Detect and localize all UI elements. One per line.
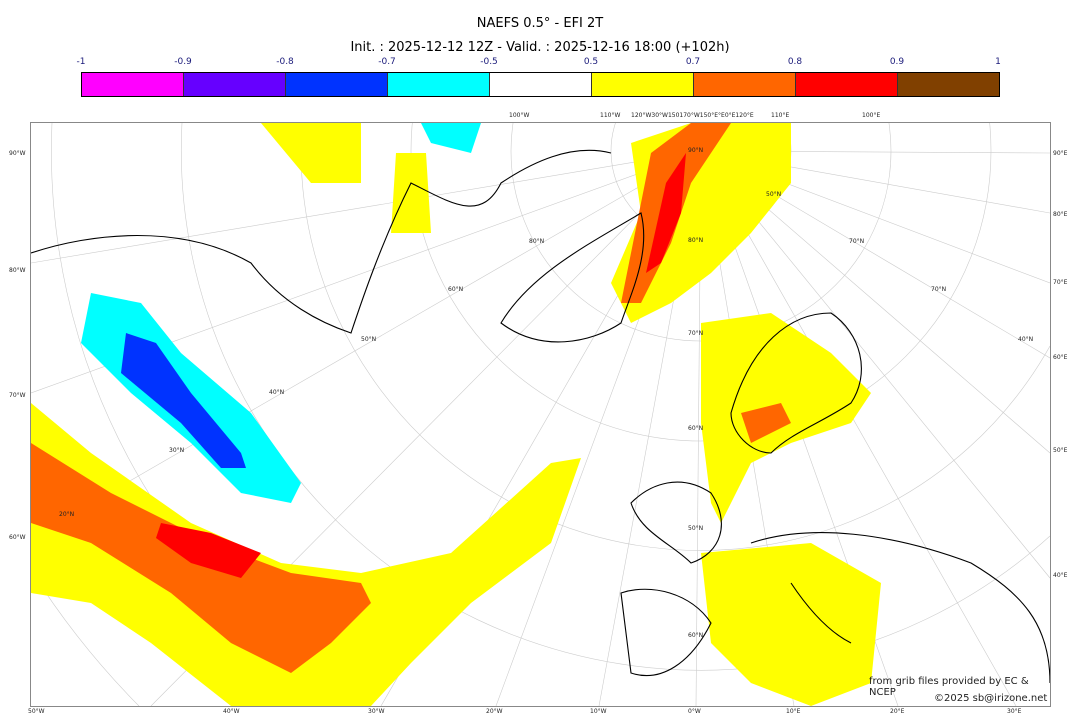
efi-fields (31, 123, 881, 706)
lat-label: 20°N (59, 511, 75, 518)
colorbar-segment (490, 73, 592, 96)
lat-label: 30°N (169, 447, 185, 454)
axis-label-bottom: 10°W (590, 708, 607, 715)
lat-label: 90°N (688, 147, 704, 154)
colorbar-tick: -0.9 (174, 57, 192, 67)
coastlines (31, 149, 1050, 684)
axis-label-bottom: 0°W (688, 708, 701, 715)
axis-label-bottom: 20°E (890, 708, 905, 715)
axis-label-left: 80°W (9, 267, 26, 274)
lat-label: 80°N (529, 238, 545, 245)
axis-label-bottom: 50°W (28, 708, 45, 715)
lat-label: 60°N (688, 425, 704, 432)
axis-label-left: 90°W (9, 150, 26, 157)
axis-label-left: 60°W (9, 534, 26, 541)
axis-label-right: 80°E (1053, 211, 1068, 218)
axis-label-bottom: 10°E (786, 708, 801, 715)
lat-label: 50°N (688, 525, 704, 532)
lat-label: 60°N (448, 286, 464, 293)
colorbar-segment (286, 73, 388, 96)
colorbar-tick: -1 (76, 57, 86, 67)
lat-label: 70°N (849, 238, 865, 245)
map-canvas (31, 123, 1050, 706)
colorbar-segment (388, 73, 490, 96)
axis-label-bottom: 40°W (223, 708, 240, 715)
axis-label-right: 70°E (1053, 279, 1068, 286)
lat-label: 50°N (766, 191, 782, 198)
axis-label-bottom: 30°E (1007, 708, 1022, 715)
source-credit: from grib files provided by EC & NCEP (869, 676, 1029, 698)
copyright: ©2025 sb@irizone.net (934, 693, 1048, 704)
lat-label: 70°N (931, 286, 947, 293)
colorbar-tick: -0.5 (480, 57, 498, 67)
colorbar-segment (796, 73, 898, 96)
lat-label: 60°N (688, 632, 704, 639)
axis-label-bottom: 20°W (486, 708, 503, 715)
colorbar-segment (694, 73, 796, 96)
colorbar-segment (592, 73, 694, 96)
axis-label-top: 100°W (509, 112, 530, 119)
colorbar-tick: 0.8 (787, 57, 803, 67)
lat-label: 40°N (1018, 336, 1034, 343)
colorbar-tick: 1 (995, 57, 1001, 67)
colorbar-tick: 0.7 (685, 57, 701, 67)
axis-label-right: 50°E (1053, 447, 1068, 454)
colorbar-segment (898, 73, 999, 96)
axis-label-right: 60°E (1053, 354, 1068, 361)
axis-label-top: 110°W (600, 112, 621, 119)
axis-label-top: 110°E (771, 112, 790, 119)
map-title: NAEFS 0.5° - EFI 2T (476, 16, 604, 31)
axis-label-right: 40°E (1053, 572, 1068, 579)
lat-label: 80°N (688, 237, 704, 244)
axis-label-bottom: 30°W (368, 708, 385, 715)
map-subtitle: Init. : 2025-12-12 12Z - Valid. : 2025-1… (350, 40, 730, 55)
colorbar-tick: -0.8 (276, 57, 294, 67)
axis-label-top: 100°E (862, 112, 881, 119)
efi-map: 90°N 80°N 70°N 60°N 50°N 60°N 80°N 60°N … (30, 122, 1051, 707)
colorbar-segment (82, 73, 184, 96)
lat-label: 70°N (688, 330, 704, 337)
colorbar-segment (184, 73, 286, 96)
colorbar-tick: 0.9 (889, 57, 905, 67)
colorbar-tick: 0.5 (583, 57, 599, 67)
axis-label-right: 90°E (1053, 150, 1068, 157)
lat-label: 50°N (361, 336, 377, 343)
axis-label-top: 120°W30°W150170°W150°E°E0°E120°E (631, 112, 754, 119)
axis-label-left: 70°W (9, 392, 26, 399)
colorbar-tick: -0.7 (378, 57, 396, 67)
colorbar (81, 72, 1000, 97)
lat-label: 40°N (269, 389, 285, 396)
